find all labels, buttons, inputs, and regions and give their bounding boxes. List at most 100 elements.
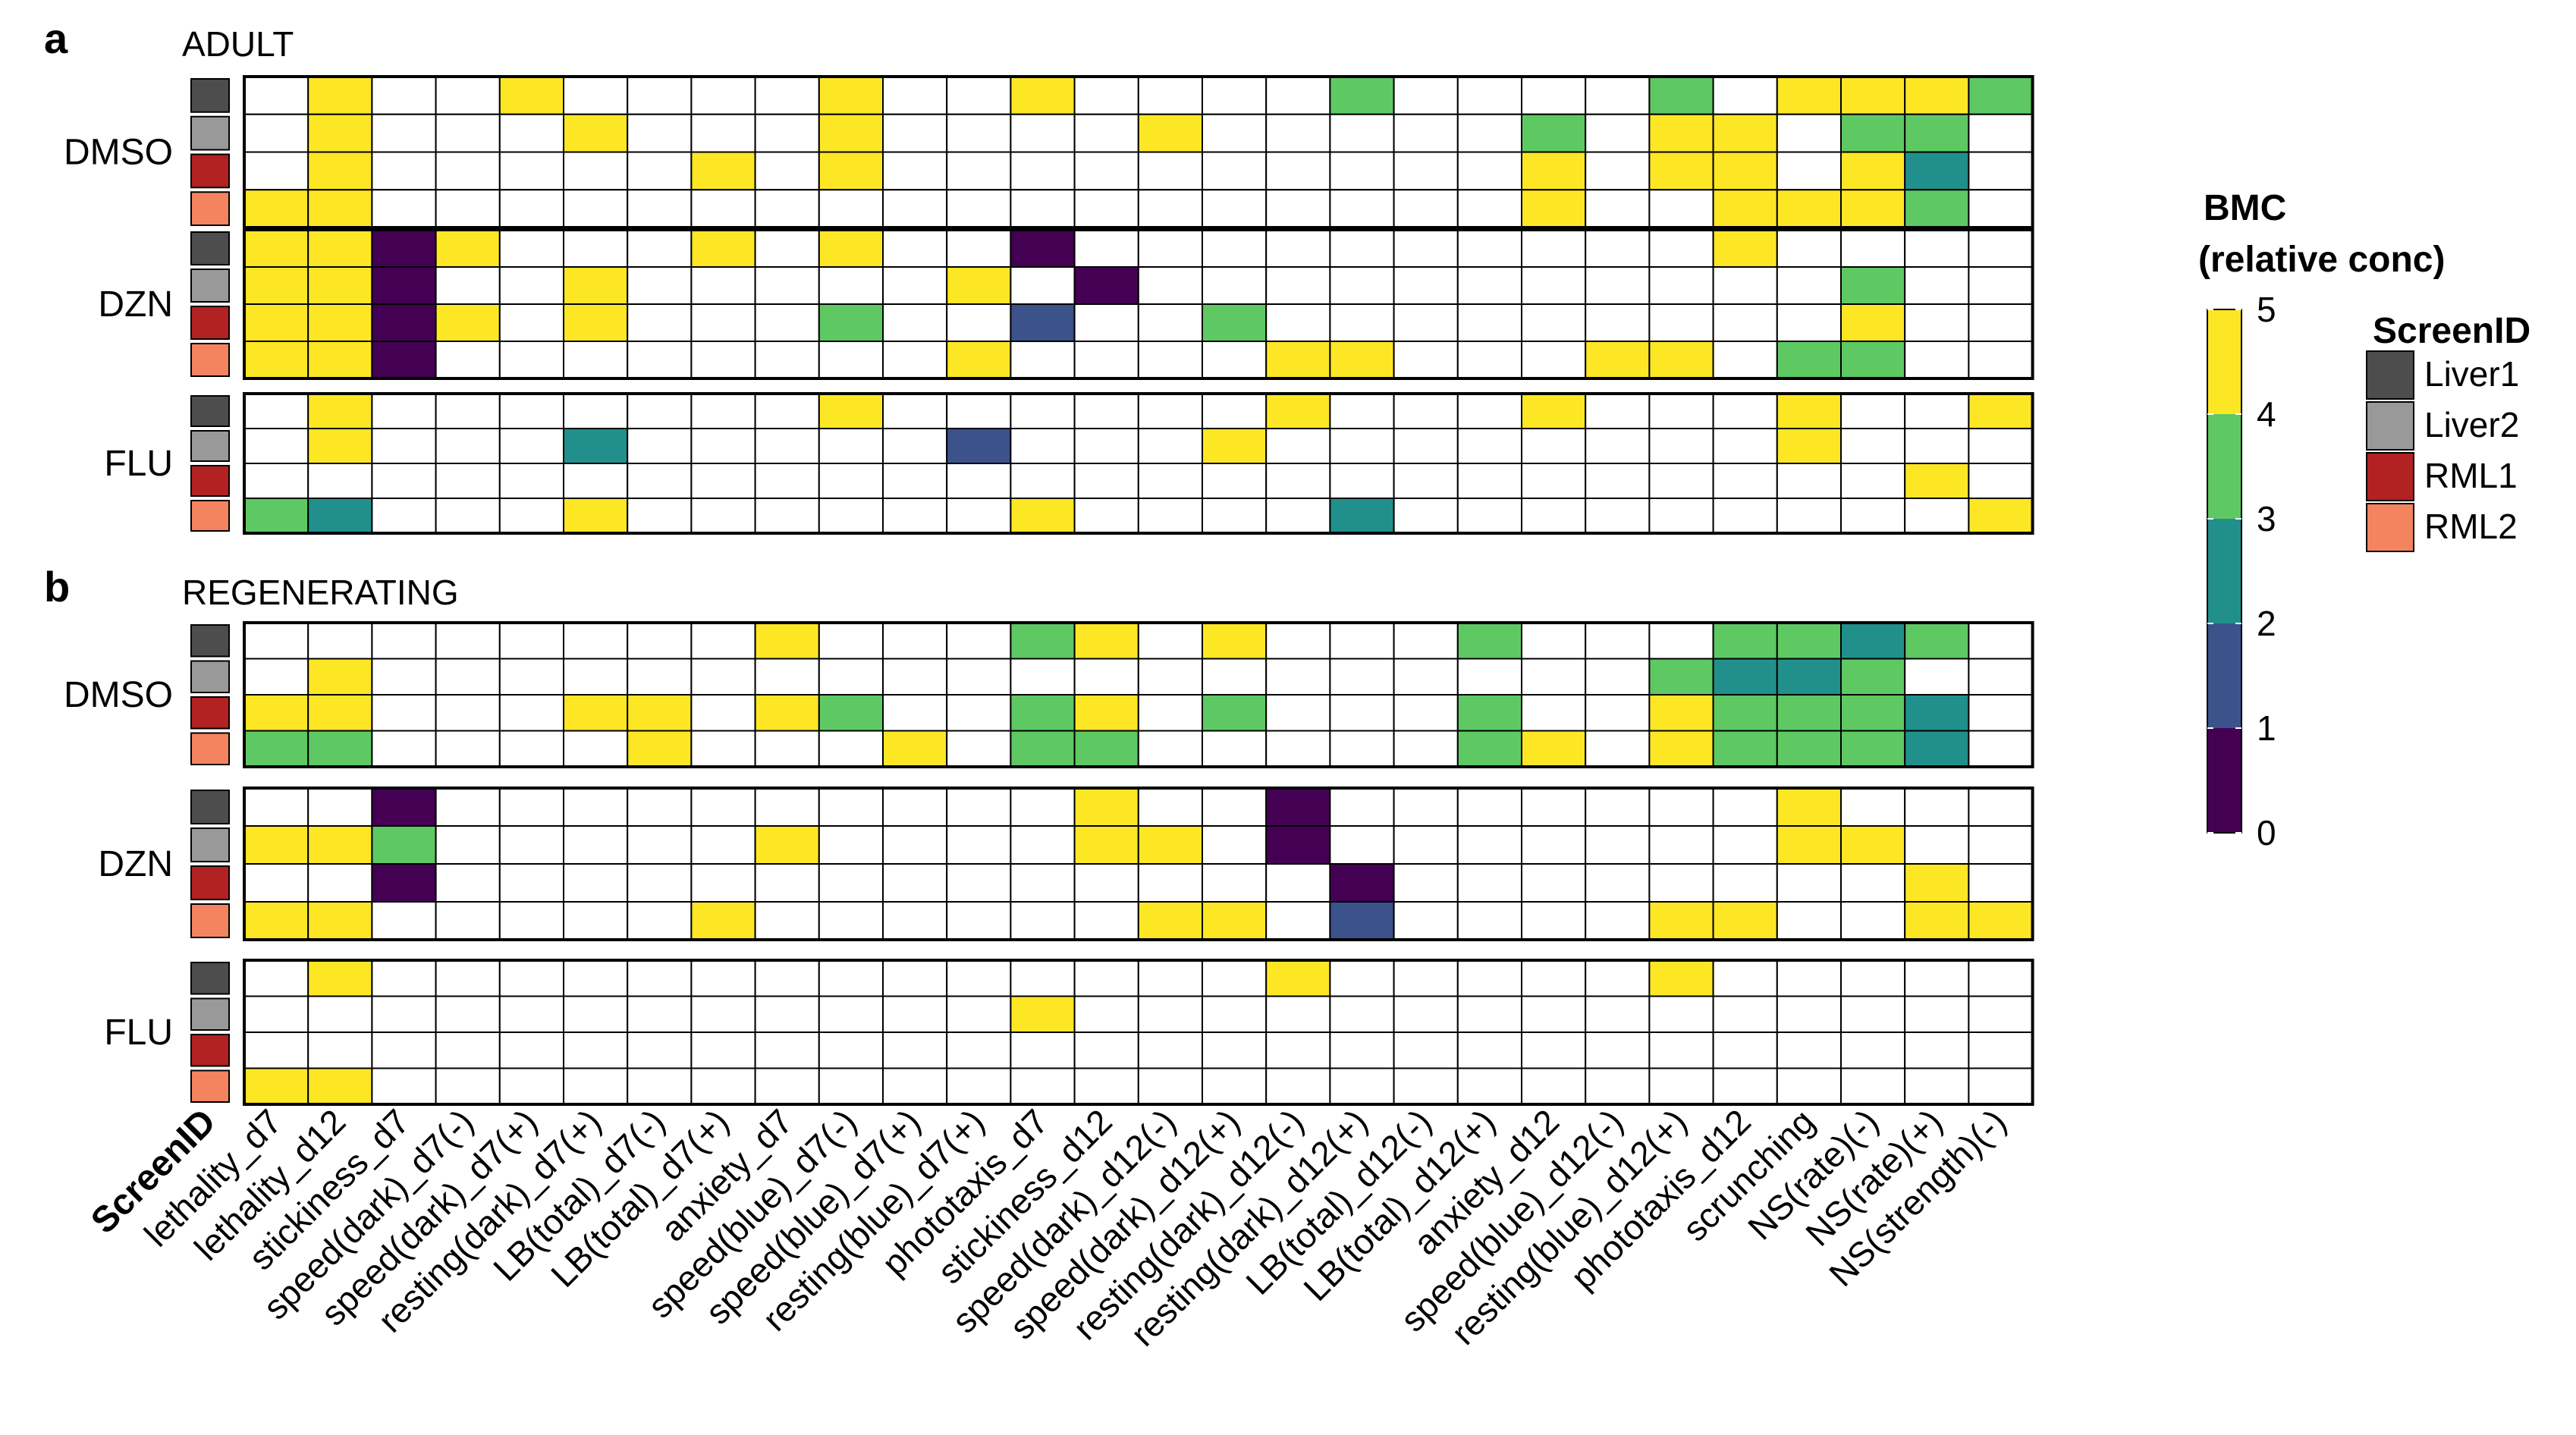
heatmap-cell [690,787,756,827]
heatmap-cell [435,901,501,940]
heatmap-cell [435,730,501,768]
colorbar-frame [2207,309,2242,834]
heatmap-cell [1712,901,1778,940]
heatmap-cell [1521,730,1587,768]
heatmap-cell [1137,303,1204,342]
heatmap-cell [1521,229,1587,268]
heatmap-cell [1329,341,1395,379]
heatmap-cell [243,428,309,464]
heatmap-cell [1968,498,2034,534]
heatmap-cell [498,428,564,464]
heatmap-cell [243,393,309,429]
heatmap-cell [1840,393,1906,429]
heatmap-cell [1202,730,1268,768]
heatmap-cell [498,266,564,305]
heatmap-cell [1393,901,1459,940]
heatmap-cell [627,498,693,534]
heatmap-cell [1968,393,2034,429]
heatmap-cell [882,1032,948,1069]
heatmap-cell [882,341,948,379]
heatmap-cell [1265,229,1331,268]
heatmap-cell [435,266,501,305]
heatmap-cell [1904,787,1970,827]
heatmap-cell [1968,825,2034,865]
heatmap-cell [754,694,820,732]
colorbar-tick-label: 0 [2257,813,2276,853]
heatmap-cell [307,393,373,429]
heatmap-cell [1393,229,1459,268]
heatmap-cell [1265,787,1331,827]
heatmap-cell [307,863,373,903]
heatmap-cell [1137,730,1204,768]
heatmap-cell [1648,76,1714,115]
heatmap-cell [371,151,437,191]
heatmap-cell [435,393,501,429]
heatmap-cell [1968,266,2034,305]
heatmap-cell [243,151,309,191]
heatmap-cell [1010,622,1076,660]
heatmap-cell [307,730,373,768]
heatmap-cell [498,341,564,379]
heatmap-cell [1776,730,1842,768]
heatmap-cell [690,825,756,865]
heatmap-cell [307,959,373,997]
heatmap-cell [627,825,693,865]
heatmap-cell [435,303,501,342]
heatmap-cell [1968,463,2034,499]
heatmap-cell [1329,189,1395,228]
heatmap-cell [1329,303,1395,342]
heatmap-cell [307,622,373,660]
heatmap-cell [1521,901,1587,940]
heatmap-cell [690,266,756,305]
heatmap-cell [1010,341,1076,379]
heatmap-cell [1521,189,1587,228]
heatmap-cell [754,303,820,342]
heatmap-cell [1712,113,1778,153]
heatmap-cell [1202,393,1268,429]
heatmap-cell [371,1032,437,1069]
heatmap-cell [1010,76,1076,115]
heatmap-cell [1521,787,1587,827]
heatmap-cell [1968,863,2034,903]
heatmap-cell [1712,341,1778,379]
heatmap-cell [498,959,564,997]
legend-entry: Liver2 [2424,405,2519,444]
screen-strip-cell [190,430,230,462]
heatmap-cell [754,1032,820,1069]
heatmap-cell [1393,266,1459,305]
heatmap-cell [1010,694,1076,732]
heatmap-cell [1329,901,1395,940]
heatmap-cell [1393,1067,1459,1105]
heatmap-cell [563,498,629,534]
colorbar-band [2207,414,2241,519]
heatmap-cell [690,151,756,191]
heatmap-cell [435,463,501,499]
group-border [243,787,2034,941]
heatmap-cell [1010,463,1076,499]
heatmap-cell [946,76,1012,115]
heatmap-cell [818,1067,884,1105]
heatmap-cell [1265,428,1331,464]
heatmap-cell [1073,303,1139,342]
heatmap-cell [1904,1032,1970,1069]
heatmap-cell [1840,787,1906,827]
panel-title: ADULT [182,24,294,64]
heatmap-cell [690,76,756,115]
heatmap-cell [563,863,629,903]
heatmap-cell [243,76,309,115]
heatmap-cell [1456,622,1523,660]
heatmap-cell [946,266,1012,305]
heatmap-cell [435,229,501,268]
heatmap-cell [1137,189,1204,228]
heatmap-cell [1904,113,1970,153]
heatmap-cell [1648,825,1714,865]
heatmap-cell [1329,463,1395,499]
heatmap-cell [563,113,629,153]
heatmap-cell [1840,113,1906,153]
colorbar-subtitle: (relative conc) [2198,240,2445,280]
heatmap-cell [435,658,501,696]
heatmap-cell [754,730,820,768]
heatmap-cell [1712,498,1778,534]
heatmap-cell [882,959,948,997]
heatmap-cell [1456,229,1523,268]
